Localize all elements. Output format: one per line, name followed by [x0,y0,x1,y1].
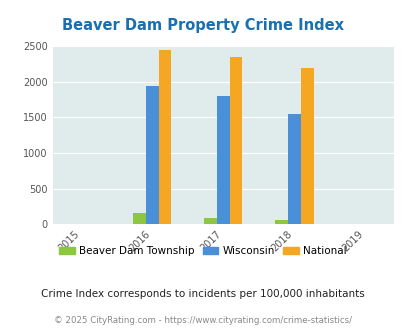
Bar [216,96,229,224]
Text: Beaver Dam Property Crime Index: Beaver Dam Property Crime Index [62,18,343,33]
Bar [133,213,145,224]
Bar [204,218,216,224]
Text: © 2025 CityRating.com - https://www.cityrating.com/crime-statistics/: © 2025 CityRating.com - https://www.city… [54,316,351,325]
Text: Crime Index corresponds to incidents per 100,000 inhabitants: Crime Index corresponds to incidents per… [41,289,364,299]
Bar [229,57,242,224]
Legend: Beaver Dam Township, Wisconsin, National: Beaver Dam Township, Wisconsin, National [55,242,350,260]
Bar [145,86,158,224]
Bar [300,68,313,224]
Bar [287,114,300,224]
Bar [275,220,287,224]
Bar [158,50,171,224]
